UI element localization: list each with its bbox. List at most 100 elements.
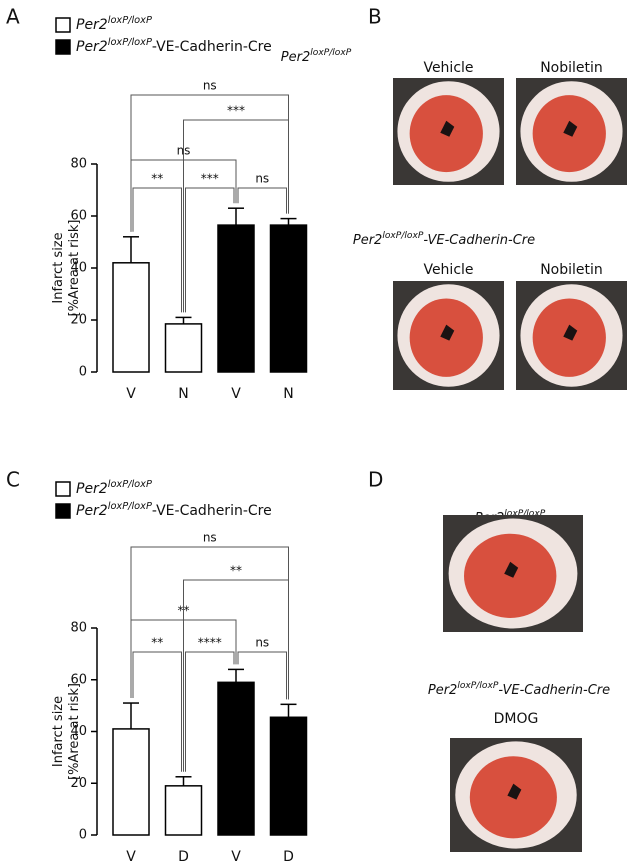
panel-letter: D — [368, 468, 383, 492]
rich-label: Per2loxP/loxP-VE-Cadherin-Cre — [353, 231, 535, 248]
significance-bracket — [185, 187, 235, 313]
label-base: Per2 — [76, 39, 108, 55]
x-tick-label: V — [231, 849, 241, 865]
label-sup: loxP/loxP — [504, 509, 545, 519]
significance-label: ns — [203, 79, 217, 93]
x-tick-label: D — [283, 849, 294, 865]
label-suffix: -VE-Cadherin-Cre — [152, 503, 272, 519]
y-tick-label: 80 — [70, 157, 87, 172]
legend-label: Per2loxP/loxP — [76, 15, 152, 34]
significance-label: ** — [151, 636, 163, 650]
significance-bracket — [132, 187, 182, 313]
y-axis-label: Infarct size[%Area at risk] — [51, 220, 82, 317]
x-tick-label: N — [283, 386, 293, 402]
image-caption: DMOG — [494, 711, 539, 727]
label-sup: loxP/loxP — [108, 479, 152, 490]
significance-bracket — [183, 119, 289, 313]
label-base: Per2 — [428, 683, 457, 698]
panel-letter: A — [6, 5, 20, 29]
heart-lumen — [440, 120, 455, 137]
bar — [217, 224, 255, 373]
y-tick-label: 40 — [70, 724, 87, 739]
significance-label: **** — [198, 636, 222, 650]
significance-label: ** — [178, 604, 190, 618]
significance-label: ** — [230, 564, 242, 578]
label-sup: loxP/loxP — [457, 681, 498, 691]
y-tick-label: 0 — [79, 828, 87, 843]
significance-bracket — [237, 651, 287, 700]
significance-bracket — [237, 187, 287, 214]
panel-letter: C — [6, 468, 20, 492]
significance-bracket — [130, 94, 289, 232]
label-base: Per2 — [76, 481, 108, 497]
x-tick-label: D — [178, 849, 189, 865]
heart-lumen — [563, 120, 578, 137]
y-tick-label: 20 — [70, 313, 87, 328]
significance-label: ns — [255, 636, 269, 650]
significance-bracket — [130, 546, 289, 700]
heart-lumen — [504, 561, 519, 578]
legend-swatch — [55, 17, 71, 33]
heart-lumen — [563, 324, 578, 341]
bar — [217, 681, 255, 836]
rich-label: Per2loxP/loxP — [281, 48, 352, 65]
y-tick-label: 80 — [70, 621, 87, 636]
heart-lumen — [507, 783, 522, 800]
rich-label: Per2loxP/loxP-VE-Cadherin-Cre — [428, 681, 610, 698]
image-caption: Vehicle — [423, 262, 473, 278]
image-caption: Vehicle — [423, 60, 473, 76]
y-tick-label: 60 — [70, 672, 87, 687]
bar — [112, 728, 150, 836]
label-sup: loxP/loxP — [382, 231, 423, 241]
bar — [164, 323, 203, 373]
y-label-line: Infarct size — [51, 232, 66, 303]
significance-bracket — [185, 651, 235, 772]
significance-label: ns — [177, 144, 191, 158]
label-base: Per2 — [281, 50, 310, 65]
y-axis-label: Infarct size[%Area at risk] — [51, 683, 82, 780]
label-base: Per2 — [76, 17, 108, 33]
label-suffix: -VE-Cadherin-Cre — [152, 39, 272, 55]
label-suffix: -VE-Cadherin-Cre — [498, 683, 610, 698]
legend-label: Per2loxP/loxP — [76, 479, 152, 498]
bar — [269, 716, 308, 836]
label-sup: loxP/loxP — [108, 15, 152, 26]
y-tick-label: 60 — [70, 209, 87, 224]
image-caption: Nobiletin — [540, 60, 603, 76]
y-tick-label: 0 — [79, 365, 87, 380]
heart-lumen — [440, 324, 455, 341]
label-sup: loxP/loxP — [108, 501, 152, 512]
label-base: Per2 — [76, 503, 108, 519]
legend-swatch — [55, 39, 71, 55]
significance-label: *** — [227, 104, 245, 118]
x-tick-label: V — [231, 386, 241, 402]
significance-label: ns — [255, 172, 269, 186]
x-tick-label: N — [178, 386, 188, 402]
y-label-line: [%Area at risk] — [67, 220, 82, 317]
panel-letter: B — [368, 5, 382, 29]
label-suffix: -VE-Cadherin-Cre — [423, 233, 535, 248]
image-caption: Nobiletin — [540, 262, 603, 278]
label-base: Per2 — [353, 233, 382, 248]
bar — [269, 224, 308, 373]
y-tick-label: 20 — [70, 776, 87, 791]
legend-swatch — [55, 481, 71, 497]
significance-bracket — [130, 159, 237, 232]
significance-bracket — [130, 619, 237, 699]
legend-label: Per2loxP/loxP-VE-Cadherin-Cre — [76, 37, 272, 56]
bar — [112, 262, 150, 373]
x-tick-label: V — [126, 386, 136, 402]
label-sup: loxP/loxP — [310, 48, 351, 58]
label-sup: loxP/loxP — [108, 37, 152, 48]
y-label-line: [%Area at risk] — [67, 683, 82, 780]
significance-bracket — [183, 579, 289, 772]
significance-label: ns — [203, 531, 217, 545]
bar — [164, 785, 203, 836]
legend-swatch — [55, 503, 71, 519]
y-tick-label: 40 — [70, 261, 87, 276]
significance-bracket — [132, 651, 182, 772]
y-label-line: Infarct size — [51, 696, 66, 767]
x-tick-label: V — [126, 849, 136, 865]
significance-label: ** — [151, 172, 163, 186]
